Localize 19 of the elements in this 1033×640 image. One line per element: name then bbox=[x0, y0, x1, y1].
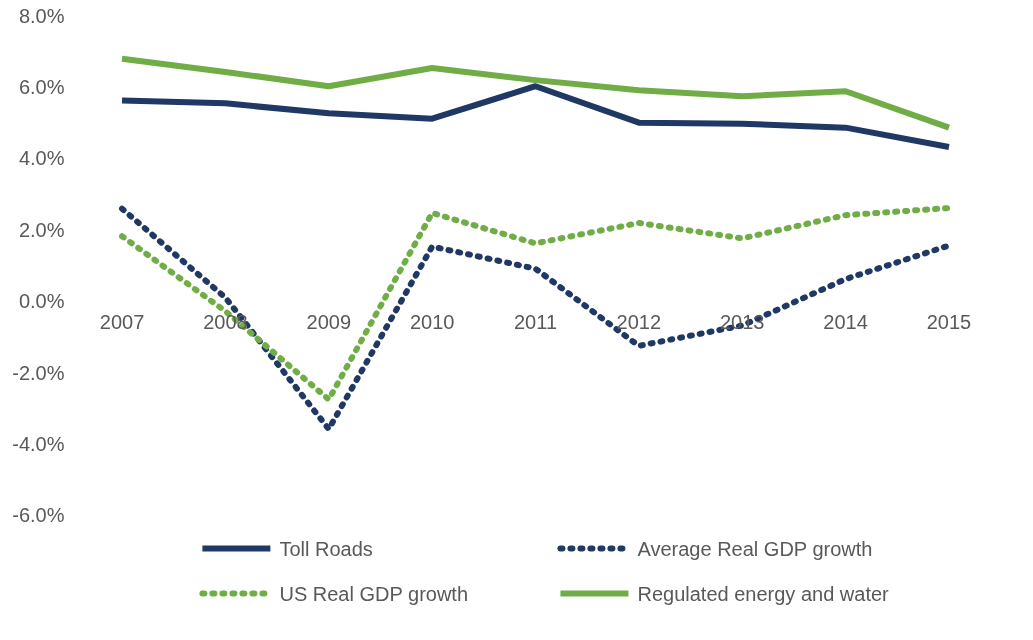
y-tick-label: -2.0% bbox=[12, 361, 65, 384]
y-tick-label: 0.0% bbox=[18, 290, 65, 313]
y-tick-label: 2.0% bbox=[18, 218, 65, 241]
legend-label: Toll Roads bbox=[279, 537, 373, 560]
y-tick-label: -4.0% bbox=[12, 433, 65, 456]
x-tick-label: 2009 bbox=[306, 311, 352, 334]
x-tick-label: 2010 bbox=[409, 311, 455, 334]
legend-label: Average Real GDP growth bbox=[637, 537, 873, 560]
y-tick-label: 4.0% bbox=[18, 147, 65, 170]
legend-label: US Real GDP growth bbox=[279, 582, 469, 605]
x-tick-label: 2007 bbox=[99, 311, 145, 334]
x-tick-label: 2014 bbox=[823, 311, 868, 334]
x-tick-label: 2011 bbox=[514, 311, 558, 334]
x-tick-label: 2015 bbox=[926, 311, 972, 334]
y-tick-label: -6.0% bbox=[12, 503, 65, 526]
x-tick-label: 2012 bbox=[616, 311, 662, 334]
y-tick-label: 6.0% bbox=[18, 75, 65, 98]
legend-label: Regulated energy and water bbox=[637, 582, 890, 605]
y-tick-label: 8.0% bbox=[18, 4, 65, 27]
